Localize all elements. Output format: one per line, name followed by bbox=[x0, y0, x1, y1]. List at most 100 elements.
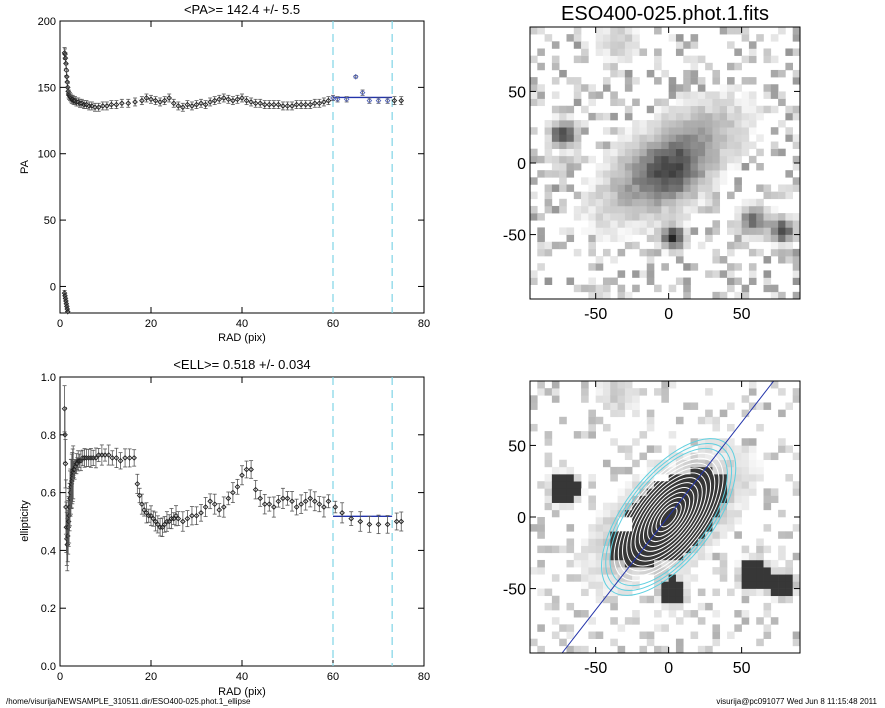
galaxy-image-pixel bbox=[770, 91, 779, 99]
isophote-image-pixel bbox=[697, 488, 706, 496]
isophote-image-pixel bbox=[595, 545, 604, 554]
isophote-image-pixel bbox=[727, 502, 735, 511]
isophote-image-pixel bbox=[588, 559, 596, 568]
isophote-image-pixel bbox=[763, 581, 772, 589]
isophote-image-pixel bbox=[559, 474, 567, 482]
galaxy-image-pixel bbox=[734, 227, 742, 235]
isophote-image-pixel bbox=[602, 552, 611, 561]
galaxy-image-pixel bbox=[544, 277, 553, 285]
galaxy-image-pixel bbox=[683, 84, 691, 92]
isophote-image-pixel bbox=[654, 610, 662, 618]
galaxy-image-pixel bbox=[595, 184, 604, 192]
galaxy-image-pixel bbox=[763, 191, 772, 200]
galaxy-image-pixel bbox=[683, 155, 691, 164]
galaxy-image-pixel bbox=[588, 84, 596, 92]
galaxy-image-pixel bbox=[683, 263, 691, 271]
galaxy-image-pixel bbox=[602, 205, 611, 214]
isophote-image-pixel bbox=[712, 552, 721, 561]
galaxy-image-pixel bbox=[595, 91, 604, 99]
galaxy-image-pixel bbox=[668, 134, 677, 142]
pa-data-point bbox=[216, 96, 223, 103]
isophote-image-pixel bbox=[646, 416, 655, 425]
ellipticity-data-point bbox=[180, 518, 186, 525]
isophote-image-pixel bbox=[544, 459, 553, 468]
galaxy-image-pixel bbox=[537, 27, 545, 35]
galaxy-image-pixel bbox=[581, 127, 589, 135]
isophote-image-pixel bbox=[624, 488, 633, 496]
galaxy-image-pixel bbox=[661, 141, 669, 149]
ellipticity-chart: <ELL>= 0.518 +/- 0.034 ellipticity RAD (… bbox=[19, 357, 430, 698]
isophote-image-pixel bbox=[756, 588, 764, 597]
isophote-image-y-tick-label: 0 bbox=[517, 510, 526, 527]
galaxy-image-pixel bbox=[595, 141, 604, 149]
ellipticity-data-point bbox=[154, 521, 161, 528]
galaxy-image-pixel bbox=[778, 213, 786, 221]
galaxy-image-pixel bbox=[719, 98, 728, 107]
pa-data-point bbox=[81, 101, 87, 108]
galaxy-image-pixel bbox=[551, 62, 560, 71]
isophote-image-pixel bbox=[697, 481, 706, 489]
isophote-image-pixel bbox=[544, 545, 553, 554]
isophote-image-pixel bbox=[654, 517, 662, 525]
isophote-image-pixel bbox=[690, 574, 699, 582]
galaxy-image-pixel bbox=[624, 105, 633, 114]
galaxy-image-pixel bbox=[741, 127, 750, 135]
galaxy-image-pixel bbox=[624, 234, 633, 243]
galaxy-image-pixel bbox=[690, 184, 699, 192]
galaxy-image-pixel bbox=[675, 91, 684, 99]
isophote-image-pixel bbox=[712, 438, 721, 446]
isophote-image-pixel bbox=[734, 531, 742, 539]
isophote-image-pixel bbox=[632, 388, 640, 396]
galaxy-image-pixel bbox=[705, 112, 713, 121]
galaxy-image-pixel bbox=[588, 91, 596, 99]
isophote-image-pixel bbox=[639, 538, 648, 546]
isophote-image-pixel bbox=[661, 559, 669, 568]
galaxy-image-pixel bbox=[646, 227, 655, 235]
isophote-image-pixel bbox=[792, 488, 801, 496]
isophote-image-pixel bbox=[675, 488, 684, 496]
isophote-image-pixel bbox=[639, 388, 648, 396]
galaxy-image-pixel bbox=[770, 105, 779, 114]
isophote-image-pixel bbox=[668, 545, 677, 554]
isophote-image-pixel bbox=[624, 552, 633, 561]
galaxy-image-pixel bbox=[632, 48, 640, 56]
isophote-image-pixel bbox=[646, 474, 655, 482]
isophote-image-pixel bbox=[763, 588, 772, 597]
isophote-image-pixel bbox=[712, 531, 721, 539]
galaxy-image-pixel bbox=[654, 55, 662, 64]
isophote-image-pixel bbox=[617, 388, 626, 396]
galaxy-image-pixel bbox=[632, 284, 640, 293]
galaxy-image-pixel bbox=[756, 220, 764, 228]
galaxy-image-pixel bbox=[654, 227, 662, 235]
galaxy-image-pixel bbox=[639, 198, 648, 207]
isophote-image-pixel bbox=[741, 545, 750, 554]
galaxy-image-pixel bbox=[748, 77, 757, 85]
isophote-image-pixel bbox=[763, 488, 772, 496]
galaxy-image-pixel bbox=[697, 91, 706, 99]
galaxy-image-pixel bbox=[748, 277, 757, 285]
galaxy-image-pixel bbox=[675, 256, 684, 264]
galaxy-image-pixel bbox=[624, 69, 633, 78]
pa-x-tick-label: 0 bbox=[57, 318, 63, 330]
isophote-image-pixel bbox=[595, 388, 604, 396]
isophote-image-pixel bbox=[705, 524, 713, 532]
isophote-image-pixel bbox=[683, 466, 691, 475]
isophote-image-pixel bbox=[712, 538, 721, 546]
galaxy-image-pixel bbox=[610, 141, 618, 149]
galaxy-image-pixel bbox=[668, 127, 677, 135]
galaxy-image-pixel bbox=[610, 184, 618, 192]
galaxy-image-pixel bbox=[734, 184, 742, 192]
galaxy-image-pixel bbox=[690, 263, 699, 271]
galaxy-image-pixel bbox=[595, 284, 604, 293]
galaxy-image-pixel bbox=[785, 48, 794, 56]
galaxy-image-pixel bbox=[602, 191, 611, 200]
galaxy-image-pixel bbox=[719, 91, 728, 99]
isophote-image-pixel bbox=[734, 445, 742, 453]
galaxy-image-pixel bbox=[785, 234, 794, 243]
galaxy-image-pixel bbox=[734, 205, 742, 214]
galaxy-image-pixel bbox=[602, 213, 611, 221]
isophote-image-pixel bbox=[602, 517, 611, 525]
isophote-image-pixel bbox=[602, 502, 611, 511]
pa-data-point bbox=[152, 97, 159, 104]
isophote-image-pixel bbox=[792, 581, 801, 589]
